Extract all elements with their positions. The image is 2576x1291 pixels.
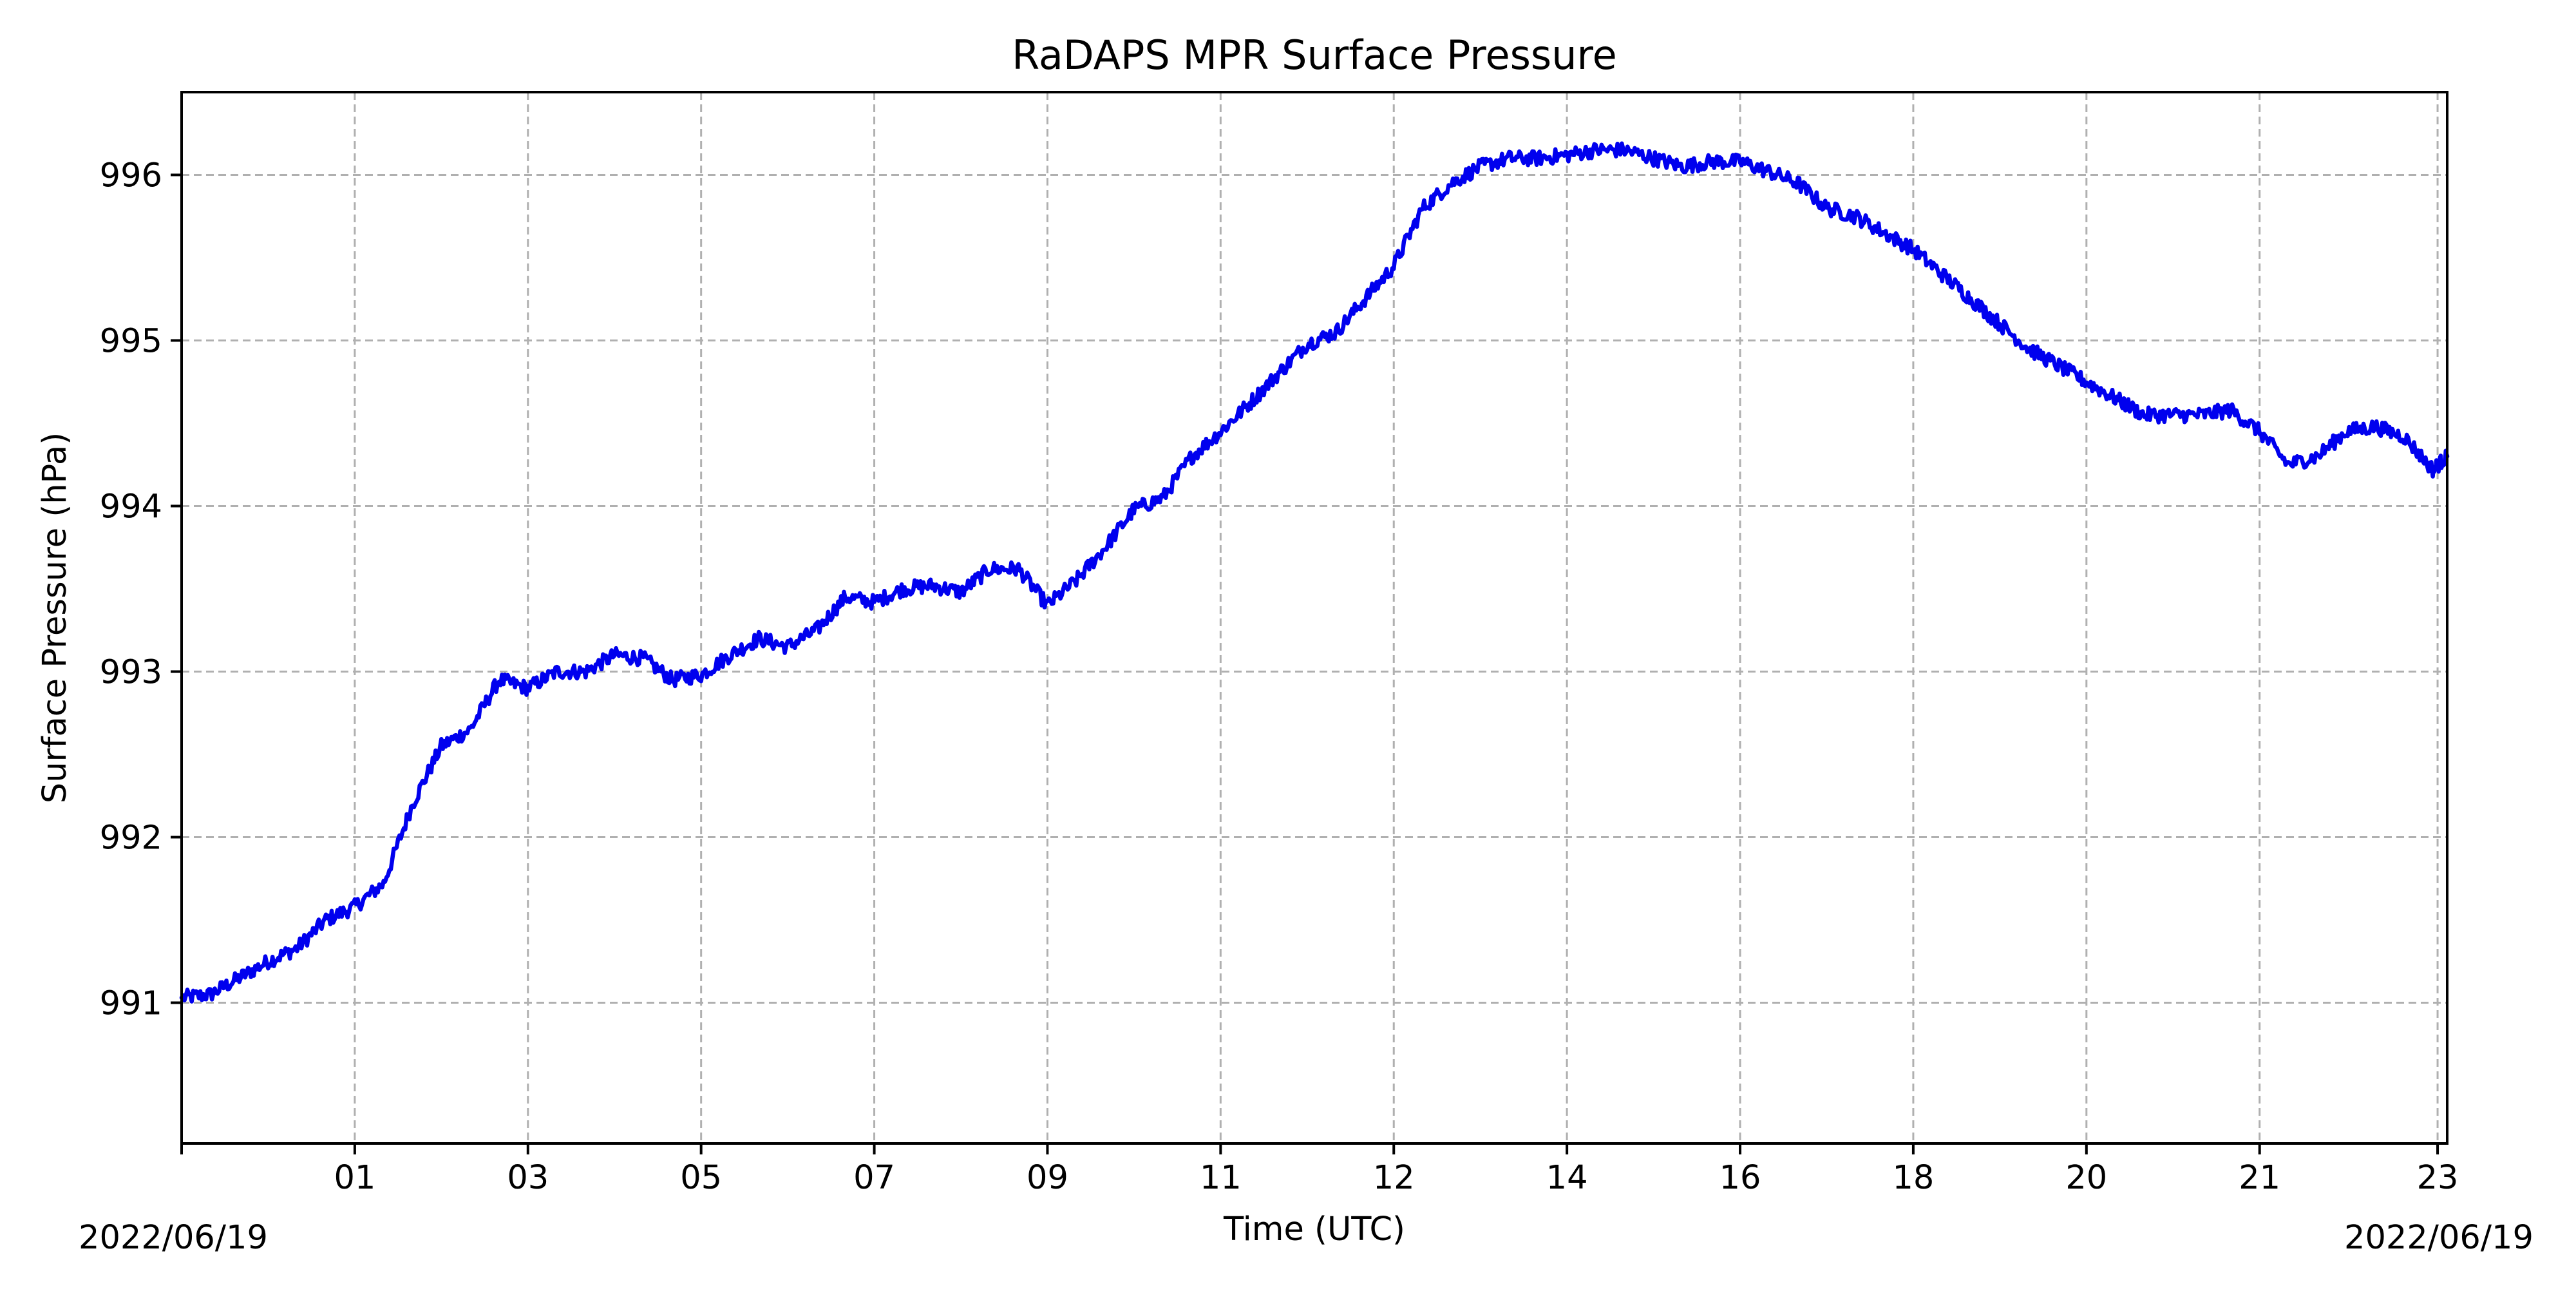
- x-tick-label: 14: [1546, 1159, 1588, 1197]
- x-tick-label: 01: [334, 1159, 375, 1197]
- x-tick-label: 21: [2239, 1159, 2280, 1197]
- plot-frame: [180, 91, 2448, 1145]
- pressure-series-line: [179, 141, 2450, 1004]
- x-tick-label: 07: [853, 1159, 895, 1197]
- x-tick-label: 18: [1892, 1159, 1934, 1197]
- y-tick-label: 991: [100, 985, 162, 1023]
- x-tick-label: 09: [1027, 1159, 1068, 1197]
- grid-lines: [182, 92, 2447, 1143]
- y-axis-label: Surface Pressure (hPa): [36, 432, 74, 803]
- data-series: [179, 141, 2450, 1004]
- x-axis-label: Time (UTC): [1223, 1210, 1405, 1248]
- start-date-label: 2022/06/19: [79, 1219, 268, 1257]
- y-tick-label: 994: [100, 488, 162, 526]
- x-tick-label: 03: [507, 1159, 549, 1197]
- y-tick-label: 995: [100, 323, 162, 361]
- x-tick-label: 11: [1200, 1159, 1242, 1197]
- y-tick-label: 992: [100, 819, 162, 857]
- y-tick-label: 996: [100, 157, 162, 195]
- y-tick-label: 993: [100, 654, 162, 692]
- x-tick-label: 05: [680, 1159, 722, 1197]
- x-tick-label: 12: [1373, 1159, 1415, 1197]
- axis-ticks: 01 03 05 07 09 11 12 14 16 18 20 21 23 991 992 993 994 99…: [100, 157, 2459, 1197]
- end-date-label: 2022/06/19: [2344, 1219, 2533, 1257]
- x-tick-label: 16: [1719, 1159, 1761, 1197]
- chart-title: RaDAPS MPR Surface Pressure: [1012, 32, 1617, 79]
- x-tick-label: 20: [2065, 1159, 2107, 1197]
- x-tick-label: 23: [2417, 1159, 2459, 1197]
